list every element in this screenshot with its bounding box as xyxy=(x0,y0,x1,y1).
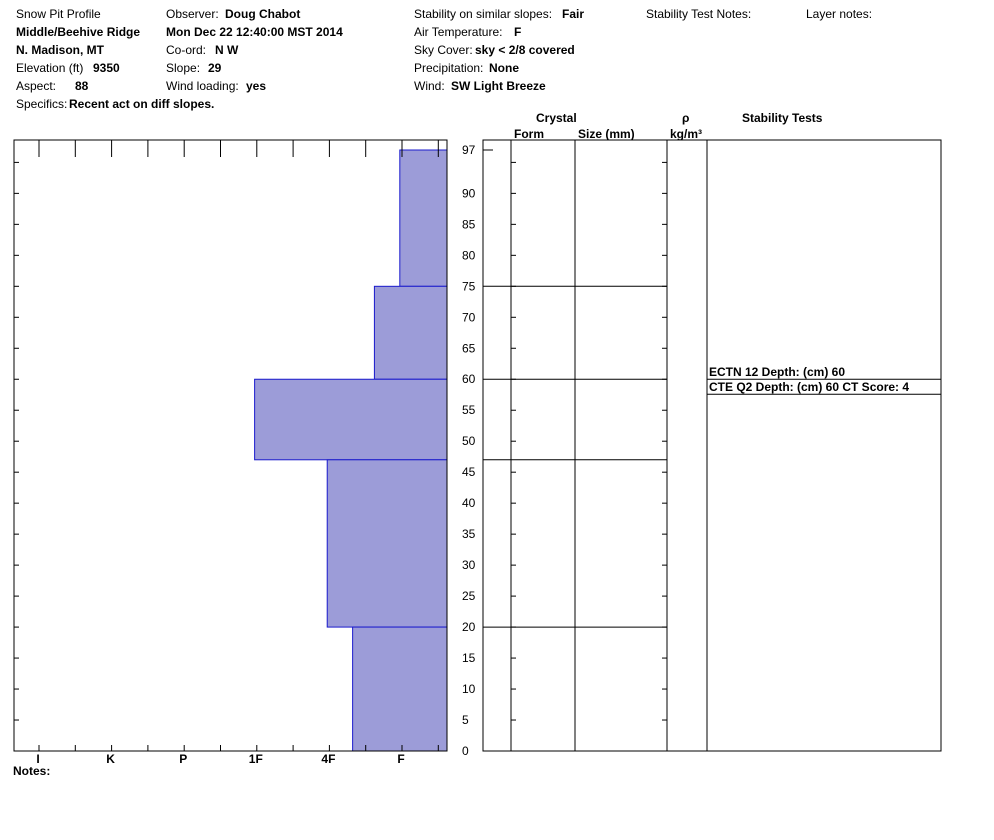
air-temperature-value: F xyxy=(514,25,522,39)
hardness-layer-3 xyxy=(326,459,448,628)
depth-label-40: 40 xyxy=(462,496,476,510)
stability-test-notes-label: Stability Test Notes: xyxy=(646,7,752,21)
hardness-layer-2 xyxy=(254,378,448,461)
stability-test-0: ECTN 12 Depth: (cm) 60 xyxy=(709,365,845,379)
stability-similar-value: Fair xyxy=(562,7,585,21)
hardness-label-F: F xyxy=(397,752,404,766)
precipitation-label: Precipitation: xyxy=(414,61,484,75)
form-header: Form xyxy=(514,127,544,141)
profile-table-frame xyxy=(482,139,942,752)
hardness-layers xyxy=(254,149,448,752)
size-header: Size (mm) xyxy=(578,127,635,141)
wind-value: SW Light Breeze xyxy=(451,79,546,93)
layer-boundaries xyxy=(483,285,667,628)
coord-value: N W xyxy=(215,43,239,57)
hardness-plot-frame xyxy=(13,139,448,752)
location-line-1: Middle/Beehive Ridge xyxy=(16,25,141,39)
depth-label-70: 70 xyxy=(462,310,476,324)
sky-cover-label: Sky Cover: xyxy=(414,43,473,57)
specifics-label: Specifics: xyxy=(16,97,68,111)
stability-tests-header: Stability Tests xyxy=(742,111,823,125)
slope-value: 29 xyxy=(208,61,222,75)
stability-similar-label: Stability on similar slopes: xyxy=(414,7,553,21)
hardness-label-4F: 4F xyxy=(321,752,335,766)
coord-label: Co-ord: xyxy=(166,43,207,57)
depth-label-0: 0 xyxy=(462,744,469,758)
depth-label-10: 10 xyxy=(462,682,476,696)
layer-notes-label: Layer notes: xyxy=(806,7,873,21)
depth-label-55: 55 xyxy=(462,403,476,417)
observation-datetime: Mon Dec 22 12:40:00 MST 2014 xyxy=(166,25,343,39)
depth-label-35: 35 xyxy=(462,527,476,541)
stability-test-1: CTE Q2 Depth: (cm) 60 CT Score: 4 xyxy=(709,380,909,394)
wind-label: Wind: xyxy=(414,79,445,93)
hardness-ticks: I K P 1F 4F F xyxy=(36,140,439,766)
density-header: ρ xyxy=(682,111,690,125)
crystal-header: Crystal xyxy=(536,111,577,125)
elevation-value: 9350 xyxy=(93,61,120,75)
depth-label-15: 15 xyxy=(462,651,476,665)
aspect-label: Aspect: xyxy=(16,79,57,93)
wind-loading-value: yes xyxy=(246,79,267,93)
depth-label-75: 75 xyxy=(462,279,476,293)
observer-label: Observer: xyxy=(166,7,219,21)
depth-label-65: 65 xyxy=(462,341,476,355)
wind-loading-label: Wind loading: xyxy=(166,79,239,93)
location-line-2: N. Madison, MT xyxy=(16,43,104,57)
depth-label-25: 25 xyxy=(462,589,476,603)
depth-label-97: 97 xyxy=(462,143,476,157)
hardness-label-P: P xyxy=(179,752,187,766)
depth-label-50: 50 xyxy=(462,434,476,448)
page-title: Snow Pit Profile xyxy=(16,7,101,21)
density-unit-header: kg/m³ xyxy=(670,127,703,141)
hardness-layer-4 xyxy=(352,626,448,752)
elevation-label: Elevation (ft) xyxy=(16,61,84,75)
hardness-layer-0 xyxy=(399,149,448,287)
depth-label-80: 80 xyxy=(462,248,476,262)
depth-label-45: 45 xyxy=(462,465,476,479)
depth-label-85: 85 xyxy=(462,217,476,231)
depth-label-60: 60 xyxy=(462,372,476,386)
depth-label-30: 30 xyxy=(462,558,476,572)
aspect-value: 88 xyxy=(75,79,89,93)
air-temperature-label: Air Temperature: xyxy=(414,25,503,39)
depth-label-90: 90 xyxy=(462,186,476,200)
depth-label-5: 5 xyxy=(462,713,469,727)
precipitation-value: None xyxy=(489,61,519,75)
depth-label-20: 20 xyxy=(462,620,476,634)
hardness-label-K: K xyxy=(106,752,115,766)
sky-cover-value: sky < 2/8 covered xyxy=(475,43,575,57)
observer-value: Doug Chabot xyxy=(225,7,301,21)
specifics-value: Recent act on diff slopes. xyxy=(69,97,215,111)
hardness-layer-1 xyxy=(373,285,448,380)
notes-label: Notes: xyxy=(13,764,51,778)
hardness-label-1F: 1F xyxy=(249,752,263,766)
slope-label: Slope: xyxy=(166,61,201,75)
hardness-label-I: I xyxy=(36,752,39,766)
